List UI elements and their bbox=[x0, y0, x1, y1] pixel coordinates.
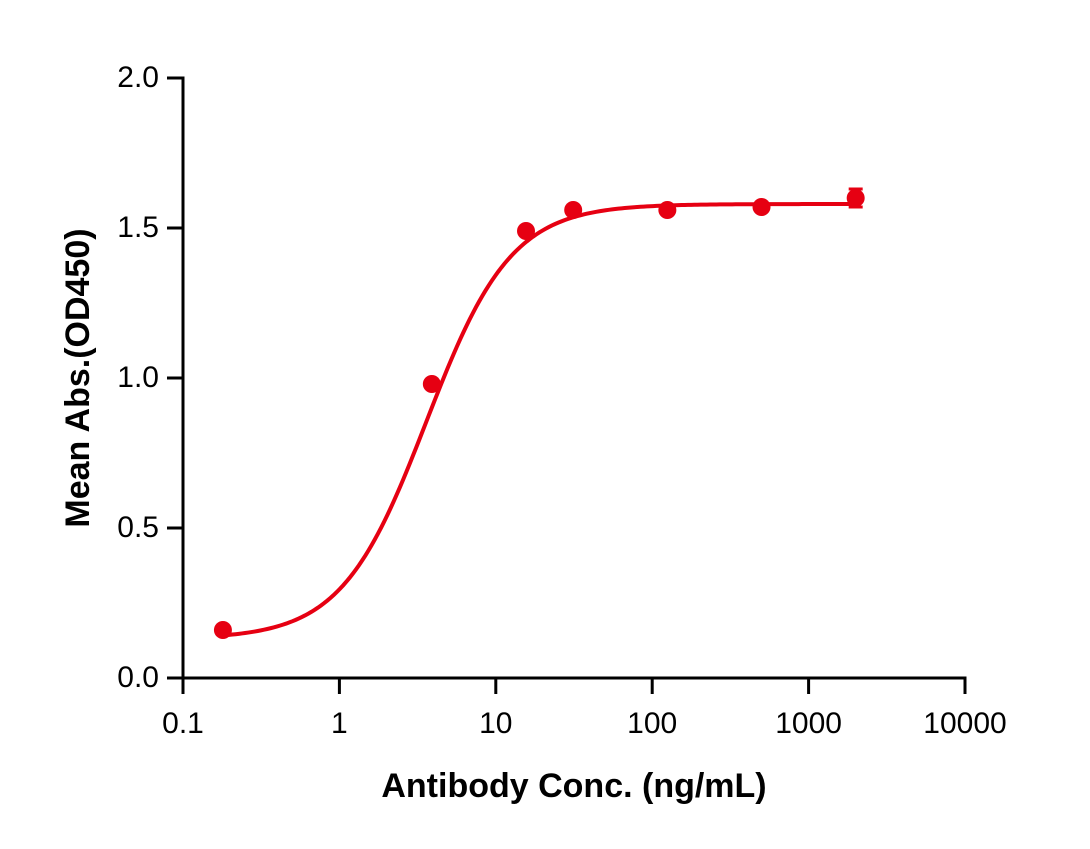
data-point bbox=[213, 621, 232, 639]
x-tick-label: 10 bbox=[479, 707, 512, 740]
data-point bbox=[422, 375, 441, 393]
y-tick-label: 2.0 bbox=[117, 61, 159, 94]
y-tick-label: 1.0 bbox=[117, 361, 159, 394]
x-tick-label: 0.1 bbox=[162, 707, 204, 740]
x-tick-label: 1000 bbox=[775, 707, 842, 740]
x-tick-label: 100 bbox=[627, 707, 677, 740]
axes: 0.0 0.5 1.0 1.5 2.0 0.1 1 10 100 1000 10000 bbox=[117, 61, 1006, 740]
data-point bbox=[564, 201, 583, 219]
data-point bbox=[658, 201, 677, 219]
fit-curve bbox=[222, 202, 856, 638]
fit-curve-line bbox=[222, 202, 856, 638]
y-tick-label: 0.0 bbox=[117, 661, 159, 694]
y-tick-label: 0.5 bbox=[117, 511, 159, 544]
x-tick-label: 1 bbox=[331, 707, 348, 740]
data-point bbox=[752, 198, 771, 216]
data-point bbox=[846, 189, 865, 207]
x-tick-label: 10000 bbox=[923, 707, 1006, 740]
data-point bbox=[517, 222, 536, 240]
x-axis-title: Antibody Conc. (ng/mL) bbox=[381, 767, 766, 805]
data-points bbox=[213, 187, 865, 639]
y-tick-label: 1.5 bbox=[117, 211, 159, 244]
y-axis-title: Mean Abs.(OD450) bbox=[59, 228, 97, 527]
